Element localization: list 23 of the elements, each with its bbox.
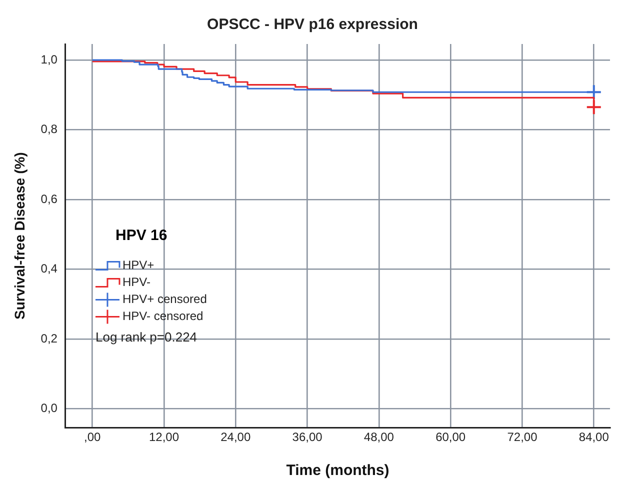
y-tick-label: 0,6 <box>40 192 58 206</box>
y-tick-label: 0,2 <box>40 331 58 346</box>
legend-label: HPV- <box>122 275 150 290</box>
chart-title: OPSCC - HPV p16 expression <box>207 16 418 34</box>
legend-label: HPV+ <box>122 258 154 272</box>
x-axis-title: Time (months) <box>286 462 390 480</box>
x-tick-label: 48,00 <box>364 430 394 444</box>
x-tick-label: 84,00 <box>578 430 610 444</box>
x-tick-label: 72,00 <box>507 430 538 444</box>
annotation: Log rank p=0.224 <box>95 329 198 344</box>
y-tick-label: 0,0 <box>40 401 58 416</box>
legend-label: HPV+ censored <box>122 292 207 306</box>
legend-label: HPV- censored <box>122 309 204 324</box>
x-tick-label: 36,00 <box>292 430 323 444</box>
legend-title: HPV 16 <box>115 226 168 244</box>
x-tick-label: 24,00 <box>220 430 251 444</box>
y-tick-label: 1,0 <box>40 52 58 66</box>
y-axis-title: Survival-free Disease (%) <box>11 152 28 320</box>
x-tick-label: 60,00 <box>436 430 466 444</box>
y-tick-label: 0,4 <box>40 262 58 276</box>
x-tick-label: ,00 <box>84 430 102 444</box>
x-tick-label: 12,00 <box>148 430 180 444</box>
y-tick-label: 0,8 <box>40 122 58 136</box>
